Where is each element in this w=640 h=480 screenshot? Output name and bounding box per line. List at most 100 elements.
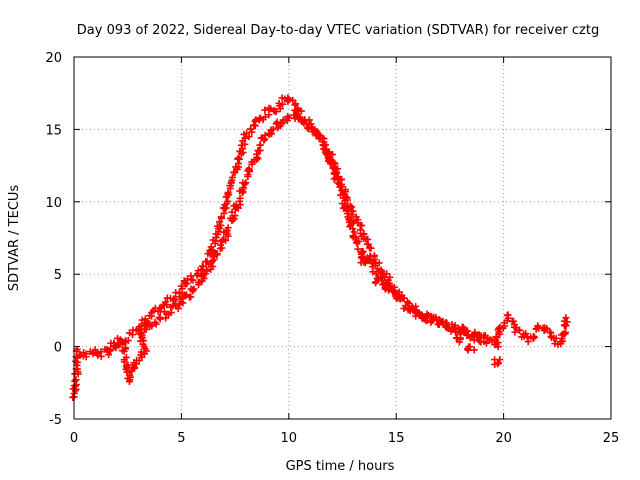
data-point — [482, 338, 490, 346]
data-point — [372, 278, 380, 286]
data-point — [215, 218, 223, 226]
data-point — [182, 280, 190, 288]
data-point — [261, 106, 269, 114]
data-point — [354, 245, 362, 253]
data-point — [231, 212, 239, 220]
data-point — [69, 394, 77, 402]
data-point — [492, 333, 500, 341]
data-point — [218, 214, 226, 222]
data-point — [277, 120, 285, 128]
x-tick-label: 15 — [388, 431, 405, 446]
data-point — [367, 244, 375, 252]
data-point — [558, 331, 566, 339]
data-point — [162, 314, 170, 322]
data-point — [213, 250, 221, 258]
data-point — [148, 322, 156, 330]
x-tick-label: 5 — [177, 431, 185, 446]
data-point — [358, 253, 366, 261]
data-point — [314, 131, 322, 139]
data-point — [97, 348, 105, 356]
data-point — [235, 155, 243, 163]
data-point — [471, 328, 479, 336]
data-point — [200, 274, 208, 282]
data-point — [224, 189, 232, 197]
data-point — [504, 314, 512, 322]
data-point — [151, 318, 159, 326]
data-point — [256, 141, 264, 149]
data-point — [246, 125, 254, 133]
data-point — [240, 184, 248, 192]
data-point — [392, 291, 400, 299]
data-point — [400, 294, 408, 302]
data-point — [378, 268, 386, 276]
data-point — [349, 225, 357, 233]
data-point — [230, 215, 238, 223]
data-point — [106, 347, 114, 355]
data-point — [562, 314, 570, 322]
data-point — [217, 241, 225, 249]
data-point — [349, 217, 357, 225]
data-point — [412, 309, 420, 317]
data-point — [238, 145, 246, 153]
data-point — [495, 328, 503, 336]
data-point — [124, 337, 132, 345]
data-point — [375, 259, 383, 267]
data-point — [563, 318, 571, 326]
y-axis-label: SDTVAR / TECUs — [7, 185, 22, 292]
plot-frame — [73, 56, 612, 420]
data-point — [285, 114, 293, 122]
data-point — [198, 262, 206, 270]
data-point — [279, 100, 287, 108]
data-point — [254, 147, 262, 155]
data-point — [438, 317, 446, 325]
x-tick-label: 20 — [495, 431, 512, 446]
data-point — [94, 351, 102, 359]
data-point — [248, 160, 256, 168]
data-point — [228, 173, 236, 181]
data-point — [464, 346, 472, 354]
data-point — [405, 305, 413, 313]
data-point — [210, 256, 218, 264]
data-point — [391, 286, 399, 294]
data-point — [494, 360, 502, 368]
data-point — [177, 282, 185, 290]
data-point — [254, 155, 262, 163]
data-point — [325, 149, 333, 157]
data-point — [333, 169, 341, 177]
data-point — [359, 247, 367, 255]
data-point — [320, 135, 328, 143]
data-point — [329, 150, 337, 158]
data-point — [227, 182, 235, 190]
data-point — [530, 333, 538, 341]
data-point — [511, 328, 519, 336]
data-point — [187, 293, 195, 301]
data-point — [341, 186, 349, 194]
data-point — [241, 180, 249, 188]
data-point — [346, 204, 354, 212]
data-point — [313, 127, 321, 135]
data-point — [260, 136, 268, 144]
data-point — [412, 302, 420, 310]
data-point — [364, 240, 372, 248]
grid-lines — [74, 57, 611, 419]
data-point — [378, 275, 386, 283]
y-tick-label: 0 — [54, 341, 62, 356]
data-point — [271, 107, 279, 115]
y-tick-label: 5 — [54, 268, 62, 283]
data-point — [242, 179, 250, 187]
data-point — [125, 378, 133, 386]
data-point — [456, 335, 464, 343]
data-point — [261, 113, 269, 121]
data-point — [237, 141, 245, 149]
data-point — [217, 221, 225, 229]
data-point — [520, 332, 528, 340]
data-point — [344, 213, 352, 221]
data-point — [474, 333, 482, 341]
data-point — [292, 100, 300, 108]
data-point — [137, 337, 145, 345]
x-tick-labels: 0 5 10 15 20 25 — [70, 431, 619, 446]
data-point — [163, 301, 171, 309]
data-point — [71, 377, 79, 385]
data-point — [189, 276, 197, 284]
x-tick-label: 10 — [281, 431, 298, 446]
